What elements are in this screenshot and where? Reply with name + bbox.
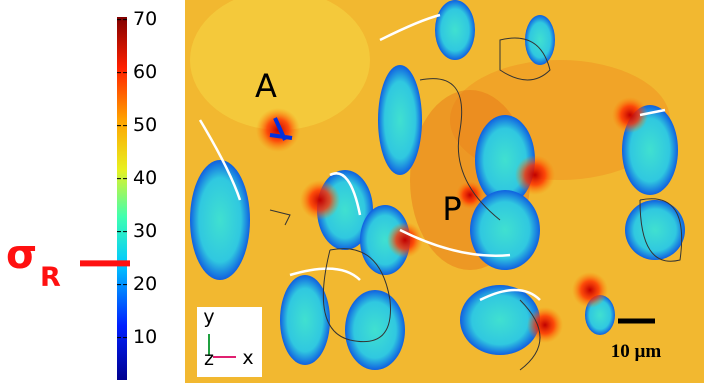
- tick-label: 20: [133, 273, 157, 295]
- marker-symbol: σ: [6, 232, 37, 278]
- axis-x-label: x: [242, 347, 253, 369]
- marker-subscript: R: [40, 262, 61, 293]
- tick-label: 30: [133, 220, 157, 242]
- axes-triad: y z x: [197, 306, 262, 377]
- tick-label: 50: [133, 114, 157, 136]
- colorbar: 10 20 30 40 50 60 70: [117, 8, 157, 380]
- label-a: A: [255, 67, 277, 105]
- stress-map: y z x 10 µm A P: [185, 0, 704, 383]
- colorbar-scale: [117, 17, 127, 380]
- axis-z-label: z: [204, 348, 214, 370]
- tick-label: 60: [133, 61, 157, 83]
- tick-label: 40: [133, 167, 157, 189]
- tick-label: 70: [133, 8, 157, 30]
- label-p: P: [442, 190, 461, 228]
- scale-bar-label: 10 µm: [611, 341, 662, 362]
- axis-y-label: y: [203, 306, 214, 328]
- tick-label: 10: [133, 326, 157, 348]
